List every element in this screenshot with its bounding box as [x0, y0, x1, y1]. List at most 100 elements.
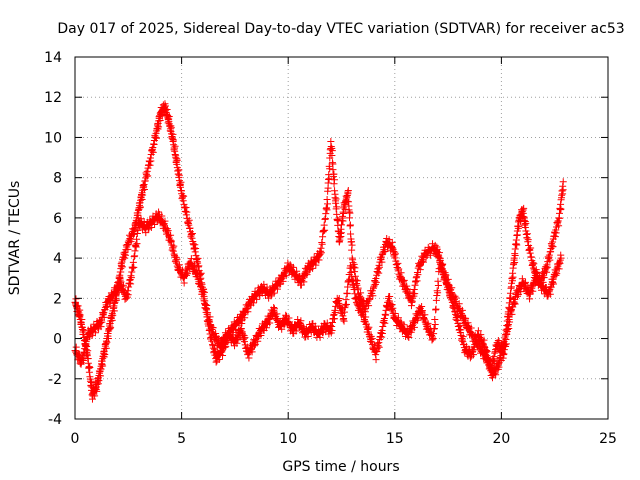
data-point [555, 265, 563, 273]
data-point [487, 371, 495, 379]
y-tick-label: 2 [53, 291, 62, 307]
data-point [419, 258, 427, 266]
data-point [72, 343, 80, 351]
data-point [438, 261, 446, 269]
data-point [124, 245, 132, 253]
data-point [557, 205, 565, 213]
data-point [388, 300, 396, 308]
data-point [185, 216, 193, 224]
data-point [557, 254, 565, 262]
data-point [96, 372, 104, 380]
data-point [156, 117, 164, 125]
data-point [483, 347, 491, 355]
data-point [350, 277, 358, 285]
data-point [375, 343, 383, 351]
data-point [354, 284, 362, 292]
data-point [149, 148, 157, 156]
data-point [124, 291, 132, 299]
data-point [83, 342, 91, 350]
data-point [436, 255, 444, 263]
data-point [127, 238, 135, 246]
data-point [344, 187, 352, 195]
data-point [473, 340, 481, 348]
data-point [323, 206, 331, 214]
data-point [445, 282, 453, 290]
data-point [312, 261, 320, 269]
data-point [72, 295, 80, 303]
data-point [381, 319, 389, 327]
data-point [378, 330, 386, 338]
x-tick-label: 20 [492, 431, 510, 447]
data-point [522, 278, 530, 286]
data-point [335, 294, 343, 302]
data-point [365, 323, 373, 331]
data-point [332, 195, 340, 203]
data-point [203, 305, 211, 313]
data-point [432, 305, 440, 313]
data-point [165, 112, 173, 120]
data-point [511, 300, 519, 308]
data-point [454, 312, 462, 320]
y-tick-label: 4 [53, 251, 62, 267]
data-point [79, 356, 87, 364]
data-point [326, 165, 334, 173]
data-point [180, 279, 188, 287]
y-axis-label: SDTVAR / TECUs [7, 181, 23, 296]
data-point [405, 334, 413, 342]
data-point [406, 288, 414, 296]
data-point [110, 307, 118, 315]
data-point [477, 331, 485, 339]
data-point [205, 317, 213, 325]
data-point [530, 260, 538, 268]
chart-title: Day 017 of 2025, Sidereal Day-to-day VTE… [57, 21, 624, 37]
x-tick-label: 25 [599, 431, 617, 447]
data-point [192, 244, 200, 252]
data-point [158, 212, 166, 220]
data-point [175, 166, 183, 174]
data-point [342, 301, 350, 309]
data-point [506, 318, 514, 326]
data-point [559, 186, 567, 194]
data-point [196, 275, 204, 283]
data-point [442, 271, 450, 279]
data-point [386, 292, 394, 300]
x-tick-label: 15 [386, 431, 404, 447]
data-point [362, 313, 370, 321]
data-point [254, 337, 262, 345]
data-point [304, 333, 312, 341]
data-point [492, 371, 500, 379]
data-point [435, 249, 443, 257]
y-tick-label: -2 [48, 372, 62, 388]
data-point [144, 172, 152, 180]
data-point [318, 240, 326, 248]
data-point [559, 178, 567, 186]
data-point [133, 240, 141, 248]
data-point [413, 277, 421, 285]
data-point [397, 269, 405, 277]
data-point [365, 302, 373, 310]
data-point [118, 263, 126, 271]
data-point [524, 236, 532, 244]
data-point [93, 387, 101, 395]
data-point [527, 244, 535, 252]
data-point [410, 323, 418, 331]
data-point [86, 364, 94, 372]
data-point [456, 322, 464, 330]
data-point [202, 301, 210, 309]
data-point [97, 323, 105, 331]
y-tick-label: 0 [53, 332, 62, 348]
data-point [107, 323, 115, 331]
x-tick-label: 5 [177, 431, 186, 447]
data-point [173, 156, 181, 164]
data-point [346, 209, 354, 217]
data-point [279, 277, 287, 285]
data-point [353, 293, 361, 301]
data-point [112, 291, 120, 299]
data-point [297, 317, 305, 325]
data-point [273, 310, 281, 318]
data-point [539, 278, 547, 286]
data-point [193, 267, 201, 275]
data-point [424, 319, 432, 327]
data-point [244, 308, 252, 316]
